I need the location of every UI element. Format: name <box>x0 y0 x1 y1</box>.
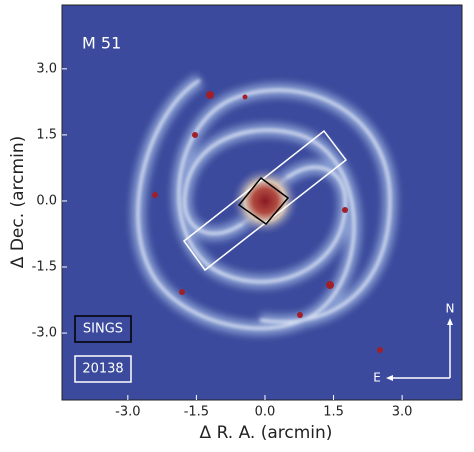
y-axis-label: Δ Dec. (arcmin) <box>8 136 28 268</box>
compass-label: E <box>373 371 381 385</box>
y-tick-label: 1.5 <box>36 127 57 142</box>
x-axis-label: Δ R. A. (arcmin) <box>200 423 333 443</box>
x-tick-label: 0.0 <box>255 405 276 420</box>
plot-frame <box>61 4 463 401</box>
x-tick-label: 1.5 <box>323 405 344 420</box>
x-tick-label: -3.0 <box>115 405 140 420</box>
y-tick-label: 3.0 <box>36 61 57 76</box>
title: M 51 <box>82 34 121 53</box>
legend-label: 20138 <box>82 362 123 377</box>
compass-label: N <box>446 302 455 316</box>
y-tick-label: -3.0 <box>32 326 57 341</box>
y-tick-label: -1.5 <box>32 260 57 275</box>
legend-label: SINGS <box>83 322 123 337</box>
x-tick-label: -1.5 <box>184 405 209 420</box>
galaxy-image <box>62 5 462 400</box>
y-tick-label: 0.0 <box>36 193 57 208</box>
x-tick-label: 3.0 <box>392 405 413 420</box>
